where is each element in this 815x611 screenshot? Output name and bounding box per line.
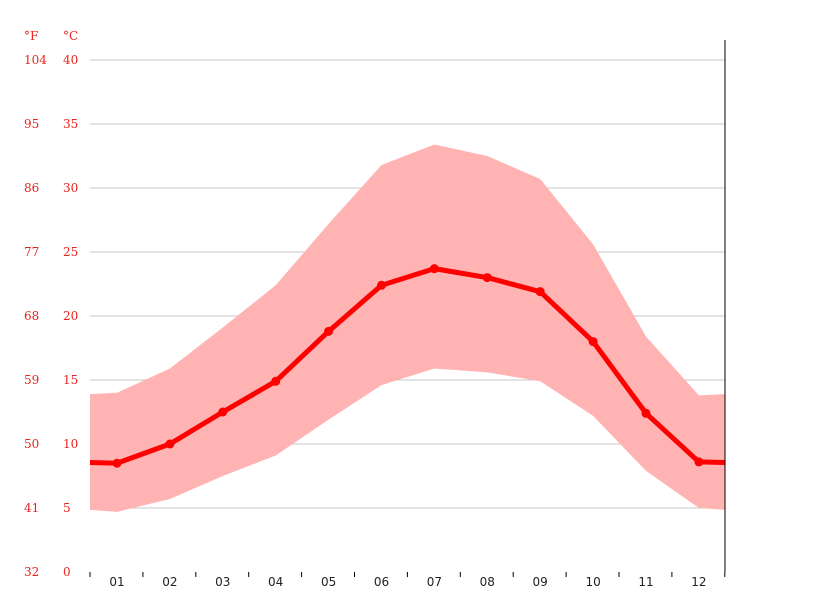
month-label-11: 11 xyxy=(638,575,653,589)
mean-temperature-line xyxy=(89,266,726,466)
celsius-tick-label: 20 xyxy=(63,309,78,323)
fahrenheit-tick-label: 41 xyxy=(24,501,39,515)
fahrenheit-tick-label: 95 xyxy=(24,117,39,131)
fahrenheit-tick-label: 86 xyxy=(24,181,39,195)
mean-point-06 xyxy=(377,280,386,290)
mean-point-07 xyxy=(429,264,439,274)
celsius-tick-label: 35 xyxy=(63,117,78,131)
mean-point-02 xyxy=(165,439,175,449)
month-label-08: 08 xyxy=(480,575,495,589)
mean-point-01 xyxy=(112,458,122,468)
celsius-tick-label: 0 xyxy=(63,565,71,579)
axis-layer xyxy=(89,40,726,577)
temperature-range-band xyxy=(90,144,725,512)
fahrenheit-unit-label: °F xyxy=(24,29,38,43)
fahrenheit-tick-label: 77 xyxy=(24,245,39,259)
fahrenheit-tick-label: 59 xyxy=(24,373,39,387)
celsius-tick-label: 5 xyxy=(63,501,71,515)
month-label-01: 01 xyxy=(109,575,124,589)
mean-point-12 xyxy=(694,457,704,467)
celsius-unit-label: °C xyxy=(63,29,78,43)
month-label-02: 02 xyxy=(162,575,177,589)
month-label-05: 05 xyxy=(321,575,336,589)
mean-point-08 xyxy=(482,273,492,283)
mean-point-10 xyxy=(588,337,598,347)
month-label-03: 03 xyxy=(215,575,230,589)
fahrenheit-tick-label: 68 xyxy=(24,309,39,323)
celsius-tick-label: 15 xyxy=(63,373,78,387)
range-band-layer xyxy=(90,144,725,512)
fahrenheit-tick-label: 50 xyxy=(24,437,39,451)
celsius-tick-label: 40 xyxy=(63,53,78,67)
mean-point-11 xyxy=(641,408,651,418)
month-label-12: 12 xyxy=(691,575,706,589)
month-label-06: 06 xyxy=(374,575,389,589)
month-label-04: 04 xyxy=(268,575,283,589)
mean-point-05 xyxy=(324,326,334,336)
celsius-tick-label: 25 xyxy=(63,245,78,259)
mean-point-09 xyxy=(535,287,545,297)
celsius-tick-label: 10 xyxy=(63,437,78,451)
month-label-10: 10 xyxy=(585,575,600,589)
celsius-tick-label: 30 xyxy=(63,181,78,195)
mean-point-04 xyxy=(271,376,281,386)
month-label-09: 09 xyxy=(533,575,548,589)
mean-point-03 xyxy=(218,407,228,417)
label-layer: °F °C 32 0 41 5 50 10 59 15 68 20 77 25 86 30 95 35 104 4… xyxy=(24,29,707,589)
fahrenheit-tick-label: 104 xyxy=(24,53,47,67)
mean-line-layer xyxy=(89,264,726,468)
month-label-07: 07 xyxy=(427,575,442,589)
fahrenheit-tick-label: 32 xyxy=(24,565,39,579)
